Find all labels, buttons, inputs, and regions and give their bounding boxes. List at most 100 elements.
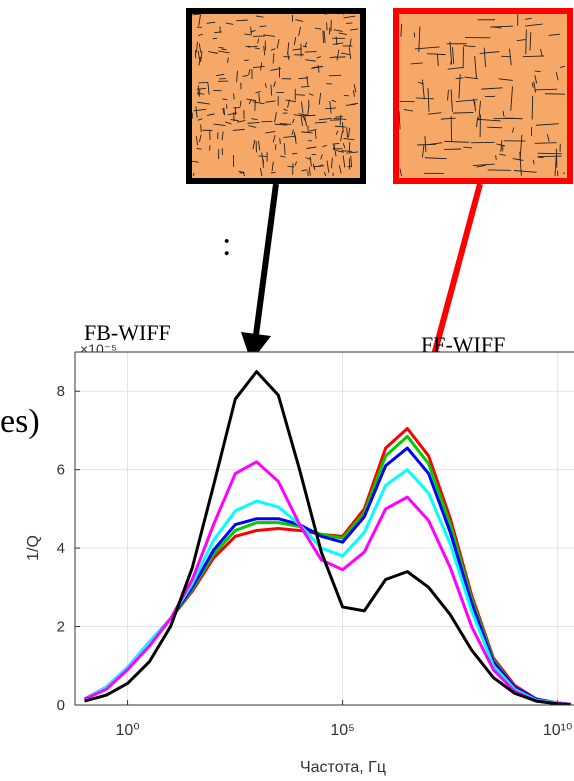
crack: [333, 29, 343, 32]
crack: [307, 104, 310, 115]
crack: [326, 22, 328, 31]
crack: [472, 163, 495, 166]
crack: [501, 55, 512, 58]
y-tick-label: 0: [57, 697, 65, 714]
crack: [531, 95, 534, 120]
crack: [463, 146, 472, 149]
crack: [537, 152, 562, 155]
crack: [301, 169, 308, 172]
crack: [298, 77, 309, 80]
crack: [555, 72, 559, 81]
crack: [292, 152, 298, 155]
crack: [342, 121, 344, 133]
crack: [300, 101, 304, 114]
crack: [238, 170, 245, 174]
crack: [272, 135, 276, 143]
crack: [532, 159, 535, 165]
x-tick-label: 10⁵: [330, 722, 354, 739]
crack: [525, 29, 527, 55]
crack: [350, 28, 359, 31]
crack: [301, 131, 313, 134]
crack: [519, 134, 523, 161]
crack: [512, 127, 515, 133]
crack: [513, 170, 537, 173]
crack: [195, 106, 198, 118]
crack: [222, 98, 228, 101]
slide-text: :: [222, 226, 231, 263]
crack: [540, 48, 543, 57]
crack: [498, 78, 513, 81]
crack: [324, 12, 336, 15]
crack: [415, 97, 434, 100]
crack: [329, 56, 337, 59]
crack: [447, 67, 464, 70]
crack: [348, 142, 351, 153]
crack: [464, 76, 479, 80]
crack: [525, 17, 532, 20]
crack: [294, 161, 297, 166]
crack: [292, 48, 302, 51]
crack: [221, 48, 227, 51]
crack: [346, 22, 353, 24]
crack: [318, 92, 322, 105]
crack: [548, 33, 560, 36]
crack: [274, 123, 288, 126]
crack: [292, 118, 295, 124]
y-tick-label: 2: [57, 619, 65, 636]
crack: [302, 45, 308, 48]
crack: [326, 83, 333, 85]
crack: [508, 48, 512, 66]
crack: [255, 91, 261, 94]
crack: [453, 111, 474, 114]
crack: [559, 65, 566, 69]
crack: [424, 157, 447, 160]
crack: [421, 79, 425, 100]
crack: [312, 163, 316, 171]
crack: [483, 47, 487, 68]
crack: [315, 121, 327, 124]
crack: [242, 74, 249, 77]
crack: [338, 165, 342, 174]
x-axis-label: Частота, Гц: [300, 759, 386, 776]
plot-background: [75, 352, 574, 705]
crack: [417, 143, 437, 146]
crack: [304, 51, 317, 53]
crack: [216, 73, 225, 77]
crack: [334, 125, 346, 128]
crack: [502, 110, 505, 117]
crack: [298, 113, 308, 116]
crack: [250, 26, 252, 34]
crack: [534, 75, 538, 84]
crack: [251, 118, 258, 121]
crack: [346, 151, 359, 154]
crack: [410, 62, 423, 65]
crack: [291, 129, 294, 136]
crack: [317, 64, 320, 73]
crack: [200, 124, 202, 133]
crack: [304, 116, 307, 127]
x-tick-label: 10⁰: [115, 722, 139, 739]
crack: [195, 41, 198, 53]
crack: [244, 33, 252, 36]
crack: [322, 30, 324, 43]
crack: [421, 145, 425, 158]
crack: [199, 134, 202, 143]
crack: [333, 145, 337, 157]
crack: [342, 11, 349, 15]
crack: [458, 74, 461, 99]
crack: [260, 62, 263, 71]
crack: [257, 38, 260, 44]
crack: [197, 50, 201, 60]
crack: [314, 27, 322, 30]
crack: [342, 143, 346, 149]
crack: [452, 47, 455, 65]
crack: [529, 32, 532, 51]
crack: [300, 115, 303, 126]
crack: [248, 99, 252, 105]
crack: [477, 118, 501, 122]
crack: [304, 114, 316, 117]
y-tick-label: 6: [57, 462, 65, 479]
crack: [320, 154, 323, 160]
crack: [455, 77, 464, 80]
